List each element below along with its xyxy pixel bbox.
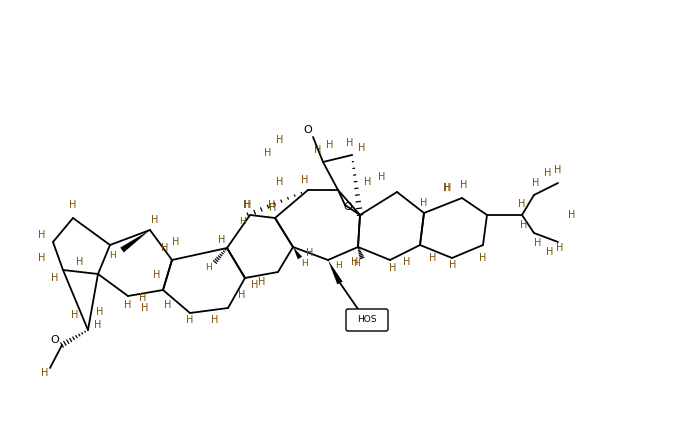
Text: H: H [139, 293, 147, 303]
Text: H: H [154, 270, 161, 280]
Text: H: H [544, 168, 552, 178]
Text: H: H [218, 235, 226, 245]
Text: O: O [343, 202, 352, 212]
Text: H: H [172, 237, 180, 247]
Text: H: H [314, 145, 322, 155]
Text: H: H [270, 203, 277, 213]
Text: H: H [164, 300, 172, 310]
Text: O: O [51, 335, 59, 345]
Text: H: H [359, 143, 366, 153]
Text: H: H [204, 264, 211, 273]
Text: H: H [556, 243, 564, 253]
Text: H: H [351, 257, 359, 267]
Text: H: H [51, 273, 58, 283]
Text: H: H [460, 180, 468, 190]
Text: H: H [211, 315, 219, 325]
Text: H: H [449, 260, 457, 270]
Polygon shape [328, 260, 343, 285]
Text: H: H [430, 253, 436, 263]
Polygon shape [120, 230, 150, 253]
Text: H: H [302, 259, 309, 268]
Text: H: H [161, 243, 169, 253]
Text: H: H [364, 177, 372, 187]
Text: H: H [443, 183, 450, 193]
Text: H: H [141, 303, 149, 313]
Text: H: H [277, 135, 284, 145]
Text: H: H [277, 177, 284, 187]
Text: H: H [389, 263, 397, 273]
Text: H: H [245, 200, 252, 210]
Text: H: H [259, 277, 265, 287]
Text: H: H [444, 183, 452, 193]
Text: H: H [378, 172, 386, 182]
Polygon shape [293, 247, 302, 259]
Text: H: H [238, 290, 246, 300]
Text: H: H [264, 148, 272, 158]
Text: H: H [569, 210, 575, 220]
Text: H: H [72, 310, 79, 320]
Text: H: H [97, 307, 104, 317]
Text: O: O [304, 125, 312, 135]
Text: H: H [403, 257, 411, 267]
Text: H: H [346, 138, 354, 148]
Text: H: H [334, 261, 341, 270]
Text: H: H [38, 253, 46, 263]
Text: H: H [252, 280, 259, 290]
Text: H: H [38, 230, 46, 240]
Text: H: H [521, 220, 528, 230]
Text: H: H [302, 175, 309, 185]
Text: H: H [110, 250, 116, 259]
Text: H: H [546, 247, 554, 257]
Text: H: H [76, 257, 83, 267]
Text: H: H [152, 215, 158, 225]
Text: HOS: HOS [357, 316, 377, 325]
Text: H: H [243, 200, 251, 210]
FancyBboxPatch shape [346, 309, 388, 331]
Text: H: H [420, 198, 427, 208]
Text: H: H [480, 253, 486, 263]
Text: H: H [95, 320, 101, 330]
Text: H: H [327, 140, 334, 150]
Text: H: H [354, 259, 361, 268]
Text: H: H [238, 218, 245, 227]
Text: H: H [555, 165, 562, 175]
Text: H: H [41, 368, 49, 378]
Text: H: H [534, 238, 541, 248]
Text: H: H [532, 178, 540, 188]
Text: H: H [518, 199, 525, 209]
Text: H: H [186, 315, 194, 325]
Text: H: H [124, 300, 131, 310]
Text: H: H [268, 200, 276, 210]
Text: H: H [70, 200, 76, 210]
Text: H: H [306, 248, 313, 258]
